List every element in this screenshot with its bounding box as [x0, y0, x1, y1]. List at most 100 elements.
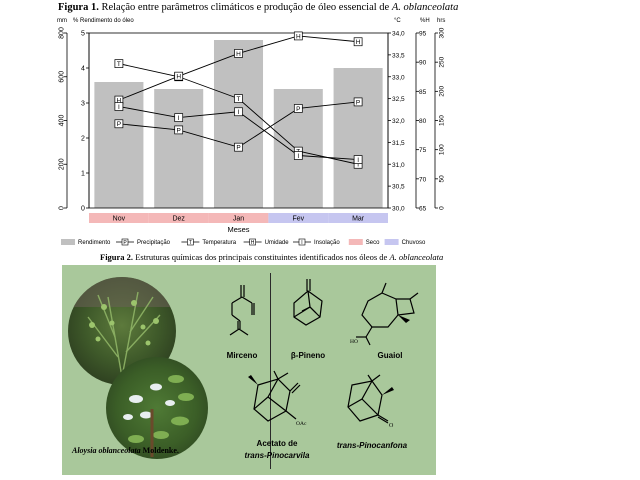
precipitacao-point-dez-marker-box — [174, 125, 184, 135]
insolacao-point-nov-marker-letter: I — [118, 104, 120, 111]
precipitacao-point-jan-marker-letter: P — [236, 145, 240, 152]
humidity-axis-tick-label: 90 — [419, 60, 427, 67]
yield-axis-tick-label: 2 — [81, 136, 85, 143]
sunshine-axis-tick-label: 150 — [439, 115, 446, 126]
sunshine-axis-tick-label: 0 — [439, 206, 446, 210]
sunshine-axis-tick-label: 100 — [439, 144, 446, 155]
temp-axis-title: °C — [394, 18, 401, 24]
umidade-point-fev-marker-box — [293, 31, 303, 41]
mm-axis-tick-label: 0 — [59, 206, 66, 210]
sunshine-axis-tick-label: 200 — [439, 86, 446, 97]
precipitacao-point-fev-marker-box — [293, 104, 303, 113]
temp-axis-tick-label: 31,5 — [392, 140, 405, 147]
plant-flowers-image — [123, 375, 194, 457]
pinocamphone-o-label: O — [389, 423, 394, 429]
mm-axis-tick-label: 400 — [59, 115, 66, 127]
season-band-mar — [328, 213, 388, 223]
yield-bar-mar — [333, 68, 383, 208]
sunshine-axis-tick-label: 250 — [439, 56, 446, 67]
insolacao-point-fev-marker-box — [293, 151, 303, 160]
yield-axis-tick-label: 4 — [81, 66, 85, 73]
temp-axis-tick-label: 33,5 — [392, 52, 405, 59]
temp-axis-tick-label: 32,0 — [392, 118, 405, 125]
yield-axis-tick-label: 0 — [81, 206, 85, 213]
temperatura-point-jan-marker-letter: T — [237, 96, 241, 103]
legend-temperatura-label: Temperatura — [202, 240, 236, 246]
figure-2-text: Estruturas químicas dos principais const… — [135, 252, 388, 262]
yield-axis-tick-label: 1 — [81, 171, 85, 178]
season-band-fev — [268, 213, 329, 223]
humidity-axis-tick-label: 65 — [419, 206, 427, 213]
sunshine-axis-tick-label: 300 — [439, 27, 446, 38]
insolacao-point-mar-marker-box — [353, 155, 363, 164]
month-label-fev: Fev — [292, 216, 304, 223]
month-label-jan: Jan — [233, 216, 244, 223]
month-label-dez: Dez — [172, 216, 185, 223]
chemical-structures-panel: Aloysia oblanceolata Moldenke. Mirceno β… — [62, 265, 436, 475]
umidade-point-mar-marker-letter: H — [356, 39, 361, 46]
figure-2-label: Figura 2. — [100, 252, 134, 262]
insolacao-point-dez-marker-box — [174, 113, 184, 122]
figure-1-species: A. oblanceolata — [391, 2, 459, 13]
acetate-label-line2: trans-Pinocarvila — [244, 451, 310, 460]
insolacao-point-jan-marker-box — [234, 107, 243, 117]
umidade-point-dez-marker-box — [174, 71, 184, 81]
temp-axis-tick-label: 30,0 — [392, 206, 405, 213]
sunshine-axis-title: hrs — [437, 18, 445, 24]
temp-axis-tick-label: 33,0 — [392, 74, 405, 81]
guaiol-label: Guaiol — [377, 351, 403, 360]
guaiol-structure: HO — [350, 282, 419, 346]
legend-chuvoso-swatch — [384, 239, 399, 245]
pinocamphone-label: trans-Pinocanfona — [336, 441, 408, 450]
humidity-axis-tick-label: 85 — [419, 89, 427, 96]
season-band-nov — [89, 213, 149, 223]
legend-seco-swatch — [348, 239, 363, 245]
figure-2-caption: Figura 2. Estruturas químicas dos princi… — [100, 252, 443, 262]
season-band-dez — [148, 213, 209, 223]
precipitacao-point-mar-marker-letter: P — [356, 99, 360, 106]
temp-axis-tick-label: 30,5 — [392, 184, 405, 191]
umidade-point-fev-marker-letter: H — [296, 33, 301, 40]
umidade-point-mar-marker-box — [353, 37, 363, 47]
humidity-axis-tick-label: 80 — [419, 118, 427, 125]
yield-axis-title: % Rendimento do óleo — [73, 18, 134, 24]
humidity-axis-tick-label: 75 — [419, 147, 427, 154]
beta-pinene-structure — [293, 279, 323, 326]
figure-1-text: Relação entre parâmetros climáticos e pr… — [101, 2, 390, 13]
humidity-axis-title: %H — [420, 18, 430, 24]
figure-2-species: A. oblanceolata — [389, 252, 444, 262]
umidade-point-jan-marker-letter: H — [236, 51, 241, 58]
legend-umidade-marker-box — [249, 238, 256, 246]
temperatura-point-nov-marker-letter: T — [117, 61, 121, 68]
month-label-mar: Mar — [352, 216, 365, 223]
legend-umidade-label: Umidade — [265, 240, 290, 246]
guaiol-ho-label: HO — [350, 339, 358, 345]
plant-species-binomial: Aloysia oblanceolata — [72, 446, 141, 455]
yield-axis-tick-label: 5 — [81, 31, 85, 38]
acetate-label-line1: Acetato de — [256, 439, 298, 448]
myrcene-label: Mirceno — [226, 351, 258, 360]
figure-1-caption: Figura 1. Relação entre parâmetros climá… — [58, 2, 458, 13]
temp-axis-tick-label: 31,0 — [392, 162, 405, 169]
legend-precipitacao-label: Precipitação — [137, 240, 171, 246]
legend-seco-label: Seco — [366, 240, 380, 246]
plant-photo-bottom — [106, 357, 208, 459]
legend-chuvoso-label: Chuvoso — [402, 240, 426, 246]
myrcene-structure — [229, 285, 255, 336]
humidity-axis-tick-label: 95 — [419, 31, 427, 38]
trans-pinocamphone-structure: O — [347, 374, 394, 429]
insolacao-point-dez-marker-letter: I — [178, 115, 180, 122]
mm-axis-tick-label: 800 — [59, 27, 66, 39]
acetate-oac-label: OAc — [296, 421, 307, 427]
umidade-point-jan-marker-box — [234, 49, 243, 58]
mm-axis-title: mm — [57, 18, 67, 24]
trans-pinocarvyl-acetate-structure: OAc — [248, 370, 307, 427]
figure-1-label: Figura 1. — [58, 2, 99, 13]
legend-precipitacao-marker-box — [121, 238, 129, 246]
humidity-axis-tick-label: 70 — [419, 176, 427, 183]
insolacao-point-mar-marker-letter: I — [357, 157, 359, 164]
mm-axis-tick-label: 600 — [59, 71, 66, 83]
insolacao-point-nov-marker-box — [114, 102, 124, 111]
legend-insolacao-label: Insolação — [314, 240, 340, 246]
legend-umidade-marker-letter: H — [251, 240, 255, 246]
